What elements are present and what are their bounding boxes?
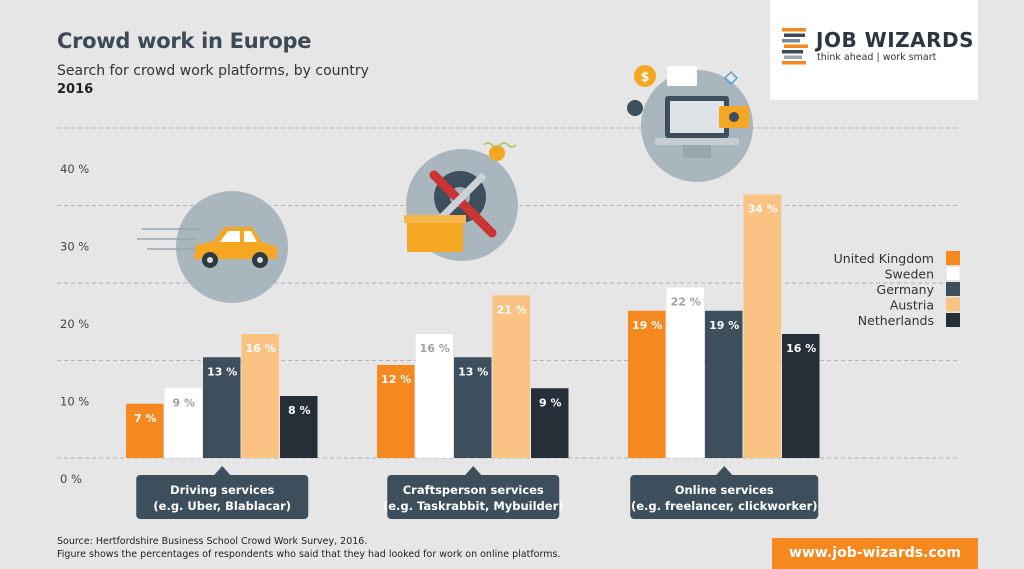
data-label: 19 %	[632, 319, 662, 332]
laptop-base	[655, 138, 739, 145]
y-tick-label: 0 %	[60, 472, 82, 486]
legend-label: United Kingdom	[834, 251, 934, 266]
logo-stripe	[782, 39, 800, 43]
category-pointer	[465, 466, 482, 475]
bar-austria	[492, 295, 530, 458]
bar-netherlands	[782, 334, 820, 458]
data-label: 16 %	[246, 342, 276, 355]
legend-label: Germany	[877, 282, 935, 297]
logo-tagline: think ahead | work smart	[817, 52, 937, 63]
screwdriver	[429, 170, 497, 238]
legend-swatch	[946, 282, 960, 296]
logo-stripe	[784, 44, 808, 48]
logo-stripe	[782, 61, 806, 65]
chat-bubble-icon	[667, 66, 697, 86]
source-line-2: Figure shows the percentages of responde…	[57, 549, 561, 560]
data-label: 16 %	[420, 342, 450, 355]
small-gear	[489, 145, 505, 161]
tools-icon	[404, 142, 518, 261]
legend-label: Austria	[890, 298, 934, 313]
bar-united-kingdom	[628, 310, 666, 458]
car-icon	[137, 191, 288, 303]
legend-label: Netherlands	[858, 313, 934, 328]
wrench	[437, 172, 487, 222]
car-body	[194, 227, 277, 259]
bar-austria	[743, 194, 781, 458]
diamond-icon	[723, 70, 739, 86]
logo-stripe	[782, 50, 803, 54]
chart-title: Crowd work in Europe	[57, 29, 312, 53]
logo-stripes-icon	[782, 28, 808, 65]
data-label: 7 %	[134, 412, 157, 425]
car-window	[220, 231, 240, 242]
bar-netherlands	[280, 396, 318, 458]
data-label: 12 %	[381, 373, 411, 386]
source-line-1: Source: Hertfordshire Business School Cr…	[57, 536, 368, 547]
bar-germany	[454, 357, 492, 458]
squiggle	[483, 142, 517, 148]
category-box	[136, 475, 309, 519]
legend-swatch	[946, 297, 960, 312]
data-label: 19 %	[709, 319, 739, 332]
eye-icon	[729, 112, 739, 122]
play-icon	[627, 100, 643, 116]
category-pointer	[214, 466, 231, 475]
dollar-icon	[634, 65, 656, 87]
data-label: 9 %	[172, 396, 195, 409]
bar-sweden	[666, 287, 704, 458]
category-box	[387, 475, 560, 519]
toolbox-lid	[404, 215, 466, 223]
category-label: Craftsperson services	[403, 483, 544, 497]
category-box	[630, 475, 819, 519]
logo-stripe	[784, 55, 802, 59]
data-label: 16 %	[786, 342, 816, 355]
car-hub	[207, 257, 213, 263]
car-hub	[257, 257, 263, 263]
category-label: Online services	[675, 483, 774, 497]
category-sublabel: (e.g. Uber, Blablacar)	[153, 499, 291, 513]
data-label: 13 %	[207, 365, 237, 378]
data-label: 34 %	[748, 203, 778, 216]
chart-subtitle: Search for crowd work platforms, by coun…	[57, 63, 369, 79]
bar-sweden	[415, 334, 453, 458]
legend-swatch	[945, 266, 961, 281]
toolbox	[407, 220, 463, 252]
logo-name: JOB WIZARDS	[816, 28, 975, 52]
data-label: 21 %	[497, 303, 527, 316]
y-tick-label: 10 %	[60, 395, 89, 409]
bar-germany	[705, 310, 743, 458]
logo-stripe	[782, 28, 806, 32]
laptop-stand	[683, 145, 711, 158]
category-sublabel: (e.g. Taskrabbit, Mybuilder)	[383, 499, 564, 513]
y-tick-label: 40 %	[60, 162, 89, 176]
logo[interactable]: JOB WIZARDS think ahead | work smart	[770, 0, 978, 100]
category-sublabel: (e.g. freelancer, clickworker)	[631, 499, 818, 513]
y-tick-label: 20 %	[60, 317, 89, 331]
category-label: Driving services	[170, 483, 274, 497]
website-link[interactable]: www.job-wizards.com	[772, 538, 978, 569]
data-label: 13 %	[458, 365, 488, 378]
dollar-sign: $	[640, 70, 649, 85]
legend-label: Sweden	[885, 267, 934, 282]
category-pointer	[716, 466, 733, 475]
legend-swatch	[946, 313, 960, 327]
laptop-display	[670, 101, 724, 133]
bar-united-kingdom	[126, 403, 164, 458]
bar-united-kingdom	[377, 365, 415, 458]
car-window	[244, 231, 257, 242]
bar-germany	[203, 357, 241, 458]
logo-stripe	[784, 33, 805, 37]
laptop-icon: $	[627, 65, 753, 182]
source-note: Source: Hertfordshire Business School Cr…	[57, 535, 560, 561]
data-label: 22 %	[671, 296, 701, 309]
y-tick-label: 30 %	[60, 240, 89, 254]
legend-swatch	[946, 251, 960, 265]
data-label: 8 %	[288, 404, 311, 417]
bar-austria	[241, 334, 279, 458]
chart-year: 2016	[57, 82, 94, 97]
bar-sweden	[164, 388, 202, 458]
data-label: 9 %	[539, 396, 562, 409]
bar-netherlands	[531, 388, 569, 458]
